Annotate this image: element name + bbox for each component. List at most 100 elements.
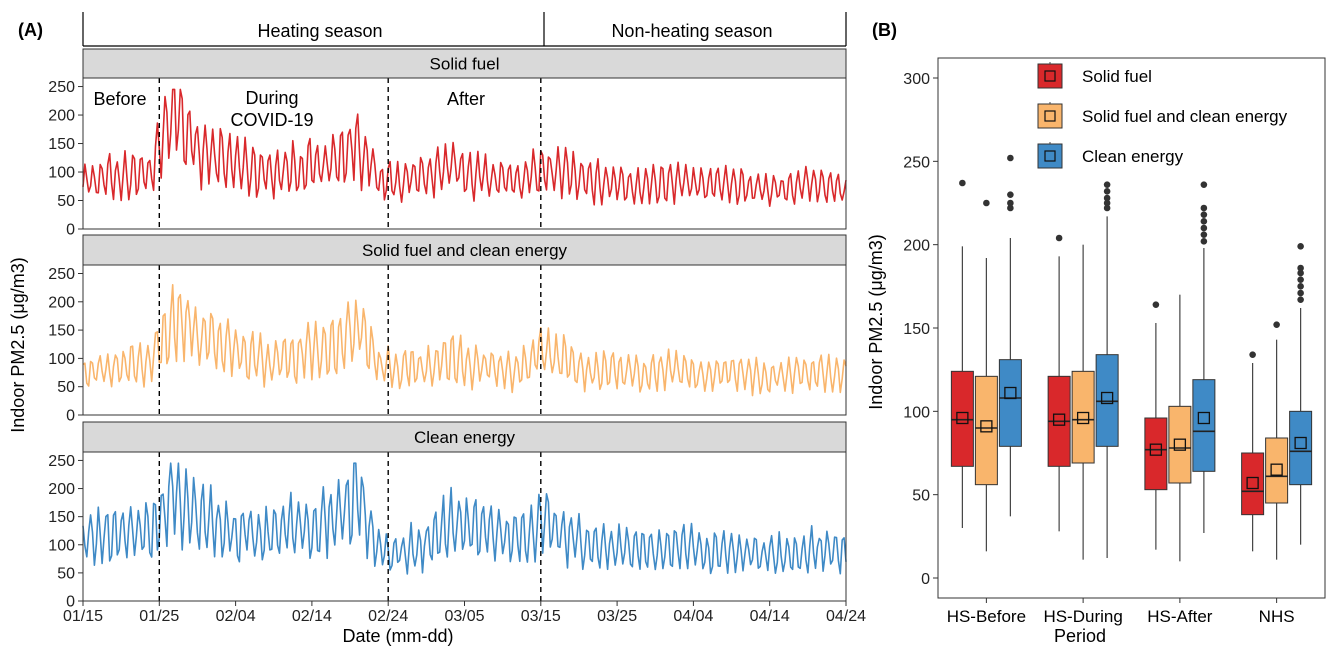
y-tick-label: 50 <box>912 488 930 505</box>
box-body <box>950 370 974 467</box>
x-tick-label: 04/24 <box>826 608 866 625</box>
outlier-point <box>1297 264 1304 272</box>
y-tick-label: 0 <box>66 594 75 611</box>
box-body <box>1265 437 1289 504</box>
boxplot-panel: 0 50 100 150 200 250 300 HS-Before HS-During HS-A… <box>903 57 1326 626</box>
y-tick-label: 200 <box>903 238 930 255</box>
x-tick-label: 03/05 <box>444 608 484 625</box>
outlier-point <box>1103 188 1111 195</box>
outlier-point <box>1103 204 1111 212</box>
x-tick-label: 01/15 <box>63 608 103 625</box>
outlier-point <box>1200 231 1208 238</box>
legend-key-box <box>1037 103 1063 129</box>
x-tick-label: HS-After <box>1147 607 1213 626</box>
mean-marker <box>980 420 993 433</box>
y-tick-label: 100 <box>48 165 75 182</box>
y-tick-label: 50 <box>57 379 75 396</box>
x-tick-label: 02/04 <box>216 608 256 625</box>
box-body <box>998 359 1022 447</box>
facet-strip-label: Clean energy <box>414 428 516 447</box>
x-tick-label: 02/24 <box>368 608 408 625</box>
x-tick-label: 03/25 <box>597 608 637 625</box>
x-ticks-a: 01/15 01/25 02/04 02/14 02/24 03/05 03/15 03/25… <box>63 601 866 625</box>
box-body <box>1144 417 1168 491</box>
x-tick-label: 02/14 <box>292 608 332 625</box>
y-tick-label: 300 <box>903 71 930 88</box>
outlier-point <box>1103 181 1111 188</box>
outlier-point <box>1273 321 1280 328</box>
box-HS-During-1 <box>1071 244 1095 560</box>
y-tick-label: 50 <box>57 193 75 210</box>
outlier-point <box>1200 211 1208 218</box>
outlier-point <box>1200 181 1208 188</box>
box-NHS-1 <box>1265 321 1289 560</box>
series-line-1 <box>82 88 847 207</box>
facet-strip-label: Solid fuel and clean energy <box>362 241 568 260</box>
outlier-point <box>1200 238 1208 245</box>
non-heating-season-label: Non-heating season <box>611 21 772 41</box>
outlier-point <box>1297 243 1304 250</box>
box-HS-Before-0 <box>950 179 974 528</box>
facet-border <box>82 77 847 230</box>
outlier-point <box>1297 276 1304 283</box>
box-body <box>974 375 998 486</box>
y-tick-label: 50 <box>57 565 75 582</box>
legend-key-mean <box>1044 150 1056 162</box>
outlier-point <box>1297 283 1304 290</box>
outlier-point <box>1103 194 1111 202</box>
facet-1: Solid fuel 0 50 100 150 200 250 <box>48 48 847 239</box>
outlier-point <box>1007 154 1014 162</box>
box-body <box>1241 452 1265 516</box>
mean-marker <box>1004 386 1017 400</box>
y-tick-label: 150 <box>48 509 75 526</box>
x-tick-label: 04/04 <box>673 608 713 625</box>
mean-marker <box>1100 391 1114 405</box>
y-tick-label: 150 <box>48 136 75 153</box>
y-tick-label: 0 <box>66 222 75 239</box>
panel-a-label: (A) <box>18 20 43 40</box>
mean-marker <box>1149 443 1163 456</box>
annotation-after: After <box>447 89 485 109</box>
mean-marker <box>1294 436 1307 450</box>
outlier-point <box>1152 301 1160 308</box>
y-tick-label: 250 <box>48 266 75 283</box>
facet-2: Solid fuel and clean energy 0 50 100 150 200 2… <box>48 234 847 425</box>
y-tick-label: 250 <box>48 453 75 470</box>
x-axis-label-a: Date (mm-dd) <box>342 626 453 646</box>
x-tick-label: NHS <box>1259 607 1295 626</box>
mean-marker <box>1270 463 1283 476</box>
season-header: Heating season Non-heating season <box>82 12 847 47</box>
outlier-point <box>1297 296 1304 303</box>
facet-border <box>82 264 847 416</box>
y-tick-label: 0 <box>921 571 930 588</box>
box-body <box>1095 354 1119 447</box>
y-axis-label-b: Indoor PM2.5 (μg/m3) <box>866 234 886 409</box>
outlier-point <box>1055 234 1063 242</box>
mean-marker <box>1173 438 1187 451</box>
outlier-point <box>1249 351 1256 358</box>
box-HS-After-0 <box>1144 301 1168 550</box>
boxplot-frame <box>937 57 1326 599</box>
outlier-point <box>1007 204 1014 212</box>
box-body <box>1168 405 1192 484</box>
box-HS-During-2 <box>1095 181 1119 558</box>
outlier-point <box>1297 289 1304 297</box>
box-NHS-0 <box>1241 351 1265 552</box>
y-tick-label: 100 <box>48 351 75 368</box>
x-tick-label: 03/15 <box>521 608 561 625</box>
box-NHS-2 <box>1289 243 1313 545</box>
outlier-point <box>1007 199 1014 207</box>
x-tick-label: 01/25 <box>139 608 179 625</box>
x-tick-label: HS-During <box>1043 607 1122 626</box>
outlier-point <box>1200 218 1208 225</box>
facet-3: Clean energy 0 50 100 150 200 250 <box>48 421 847 611</box>
annotation-during-line2: COVID-19 <box>230 110 313 130</box>
legend-label: Solid fuel <box>1082 67 1152 86</box>
outlier-point <box>1200 204 1208 212</box>
y-tick-label: 0 <box>66 408 75 425</box>
outlier-point <box>1103 199 1111 207</box>
legend: Solid fuel Solid fuel and clean energy Cle… <box>1037 62 1288 169</box>
outlier-point <box>983 199 990 207</box>
